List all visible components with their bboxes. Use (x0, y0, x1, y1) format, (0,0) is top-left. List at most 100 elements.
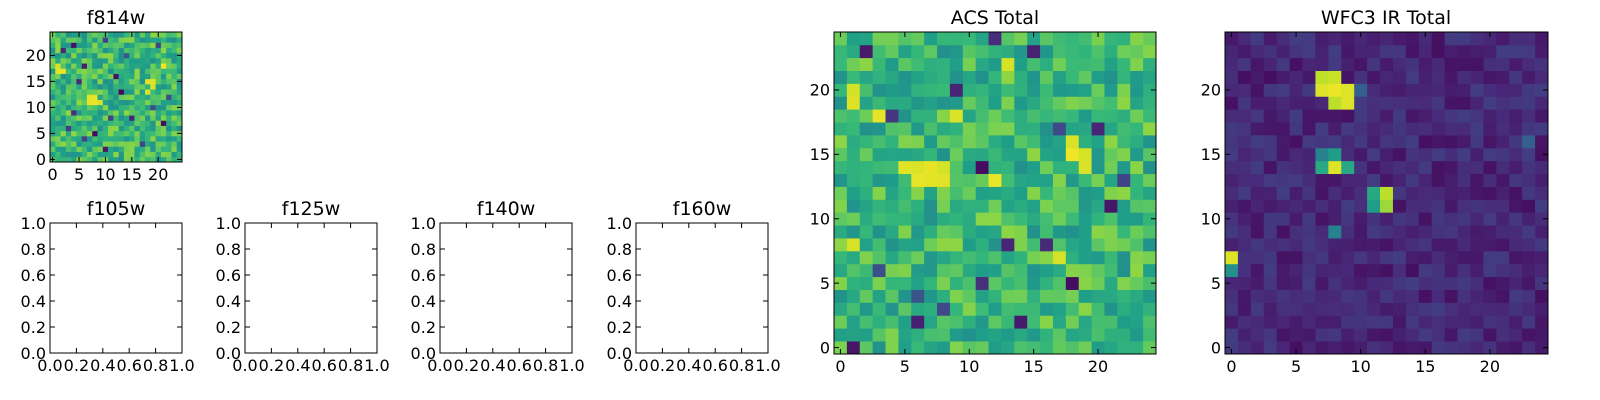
heatmap-cell (1014, 32, 1028, 46)
heatmap-cell (885, 135, 899, 149)
heatmap-cell (1431, 173, 1445, 187)
heatmap-cell (145, 78, 151, 85)
heatmap-cell (1225, 173, 1239, 187)
heatmap-cell (145, 99, 151, 106)
heatmap-cell (911, 32, 925, 46)
heatmap-cell (846, 57, 861, 71)
heatmap-cell (113, 63, 119, 69)
heatmap-cell (1014, 199, 1028, 213)
heatmap-cell (97, 115, 104, 121)
heatmap-cell (949, 250, 964, 265)
heatmap-cell (1522, 328, 1536, 342)
heatmap-cell (1431, 122, 1445, 136)
heatmap-cell (171, 130, 178, 137)
heatmap-cell (60, 141, 67, 147)
heatmap-cell (975, 32, 989, 46)
heatmap-cell (859, 122, 873, 136)
heatmap-cell (71, 115, 77, 121)
heatmap-cell (1130, 57, 1144, 71)
heatmap-cell (1444, 32, 1458, 46)
heatmap-cell (1289, 32, 1303, 46)
heatmap-cell (1117, 109, 1131, 123)
heatmap-cell (76, 120, 83, 126)
heatmap-cell (81, 73, 88, 80)
heatmap-cell (1431, 302, 1445, 316)
heatmap-cell (97, 151, 104, 158)
heatmap-cell (71, 146, 77, 152)
heatmap-cell (924, 83, 938, 97)
heatmap-cell (1143, 173, 1157, 187)
heatmap-cell (1328, 32, 1342, 46)
heatmap-cell (1143, 57, 1157, 71)
heatmap-cell (1078, 276, 1092, 290)
heatmap-cell (1315, 44, 1329, 59)
heatmap-cell (139, 115, 146, 121)
heatmap-cell (176, 89, 183, 95)
heatmap-cell (113, 58, 119, 64)
heatmap-cell (139, 110, 146, 116)
heatmap-cell (76, 68, 83, 74)
heatmap-cell (155, 130, 162, 137)
heatmap-cell (71, 37, 77, 43)
heatmap-cell (1027, 328, 1041, 342)
y-tick-label: 5 (36, 124, 46, 143)
heatmap-cell (1052, 315, 1067, 329)
heatmap-cell (1117, 302, 1131, 316)
x-tick-label: 0 (48, 165, 58, 184)
heatmap-cell (975, 173, 989, 187)
heatmap-cell (1237, 57, 1252, 71)
heatmap-cell (1315, 199, 1329, 213)
heatmap-cell (1001, 109, 1015, 123)
heatmap-cell (1496, 83, 1510, 97)
heatmap-cell (108, 94, 114, 100)
heatmap-cell (1509, 212, 1523, 226)
heatmap-cell (924, 135, 938, 149)
heatmap-cell (962, 32, 977, 46)
heatmap-cell (1302, 289, 1316, 303)
heatmap-cell (1027, 315, 1041, 329)
heatmap-cell (123, 68, 130, 74)
heatmap-cell (118, 146, 125, 152)
heatmap-cell (1302, 83, 1316, 97)
heatmap-cell (1130, 147, 1144, 162)
heatmap-cell (1040, 263, 1054, 278)
heatmap-cell (1263, 315, 1278, 329)
heatmap-cell (1104, 57, 1118, 71)
heatmap-cell (1457, 315, 1471, 329)
heatmap-cell (1130, 70, 1144, 84)
heatmap-cell (962, 147, 977, 162)
heatmap-cell (1328, 302, 1342, 316)
heatmap-cell (50, 136, 56, 142)
heatmap-cell (1470, 212, 1484, 226)
heatmap-cell (1065, 302, 1080, 316)
heatmap-cell (1078, 328, 1092, 342)
heatmap-cell (171, 99, 178, 106)
heatmap-cell (50, 63, 56, 69)
heatmap-cell (160, 32, 167, 38)
heatmap-cell (1444, 328, 1458, 342)
heatmap-cell (1341, 315, 1355, 329)
heatmap-cell (1405, 160, 1420, 175)
heatmap-cell (988, 44, 1002, 59)
heatmap-cell (988, 96, 1002, 110)
heatmap-cell (1143, 135, 1157, 149)
heatmap-cell (1237, 276, 1252, 290)
heatmap-cell (1496, 328, 1510, 342)
heatmap-cell (1040, 32, 1054, 46)
heatmap-cell (911, 315, 925, 329)
heatmap-cell (118, 84, 125, 90)
heatmap-cell (171, 141, 178, 147)
heatmap-cell (1405, 57, 1420, 71)
panel-f125w: f125w 0.0 0.2 0.4 0.6 0.8 1.00.00.20.40.60.81… (216, 198, 390, 375)
heatmap-cell (139, 94, 146, 100)
heatmap-cell (123, 141, 130, 147)
heatmap-cell (1091, 302, 1105, 316)
heatmap-cell (962, 160, 977, 175)
heatmap-cell (1250, 109, 1265, 123)
heatmap-cell (1250, 122, 1265, 136)
heatmap-cell (937, 238, 951, 252)
heatmap-cell (118, 110, 125, 116)
heatmap-cell (71, 125, 77, 132)
heatmap-cell (155, 47, 162, 54)
heatmap-cell (911, 199, 925, 213)
